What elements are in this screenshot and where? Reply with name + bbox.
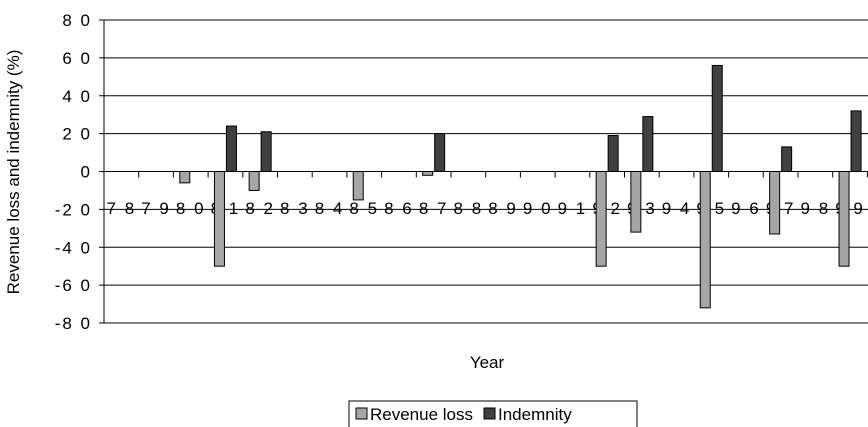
y-tick-label: 2 0	[62, 125, 92, 144]
y-tick-label: 8 0	[62, 11, 92, 30]
bar-revenue-loss	[248, 171, 260, 191]
x-tick-label: 9 6	[731, 199, 761, 218]
x-axis-ticks	[138, 171, 868, 178]
y-tick-label: -8 0	[55, 314, 92, 333]
x-tick-label: 9 4	[662, 199, 692, 218]
x-tick-label: 9 1	[558, 199, 588, 218]
y-tick-label: 4 0	[62, 87, 92, 106]
x-tick-label: 8 9	[488, 199, 518, 218]
x-tick-label: 9 0	[523, 199, 553, 218]
bar-indemnity	[850, 110, 862, 172]
x-tick-label: 8 0	[176, 199, 206, 218]
bar-revenue-loss	[769, 171, 781, 235]
x-tick-label: 8 2	[245, 199, 275, 218]
y-tick-label: -6 0	[55, 276, 92, 295]
legend: Revenue loss Indemnity	[348, 400, 638, 427]
bar-revenue-loss	[595, 171, 607, 267]
bar-indemnity	[260, 131, 272, 172]
x-axis-title: Year	[470, 353, 505, 372]
x-tick-label: 7 8	[107, 199, 137, 218]
bar-revenue-loss	[699, 171, 711, 309]
bar-indemnity	[434, 133, 446, 172]
x-tick-label: 8 5	[349, 199, 379, 218]
x-tick-label: 8 8	[454, 199, 484, 218]
y-tick-label: 6 0	[62, 49, 92, 68]
bars	[179, 64, 862, 309]
x-tick-label: 8 6	[384, 199, 414, 218]
y-axis-title: Revenue loss and indemnity (%)	[4, 50, 23, 295]
legend-swatch-indemnity	[483, 407, 496, 420]
bar-revenue-loss	[179, 171, 191, 184]
legend-swatch-revenue-loss	[355, 407, 368, 420]
bar-revenue-loss	[630, 171, 642, 233]
bar-indemnity	[642, 116, 654, 173]
bar-revenue-loss	[213, 171, 225, 267]
bar-indemnity	[711, 64, 723, 172]
legend-label-indemnity: Indemnity	[498, 405, 572, 424]
x-tick-label: 8 3	[280, 199, 310, 218]
bar-indemnity	[225, 125, 237, 173]
y-tick-label: -2 0	[55, 200, 92, 219]
bar-indemnity	[607, 135, 619, 173]
x-tick-label: 8 7	[419, 199, 449, 218]
bar-revenue-loss	[422, 171, 434, 176]
y-tick-label: -4 0	[55, 238, 92, 257]
x-tick-label: 7 9	[141, 199, 171, 218]
legend-label-revenue-loss: Revenue loss	[370, 405, 473, 424]
x-tick-label: 8 4	[315, 199, 345, 218]
x-tick-label: 9 8	[801, 199, 831, 218]
bar-revenue-loss	[352, 171, 364, 201]
bar-indemnity	[781, 146, 793, 173]
y-axis-ticks: 8 0 6 0 4 0 2 0 0 -2 0 -4 0 -6 0 -8 0	[55, 11, 104, 333]
bar-revenue-loss	[838, 171, 850, 267]
y-tick-label: 0	[81, 163, 92, 182]
